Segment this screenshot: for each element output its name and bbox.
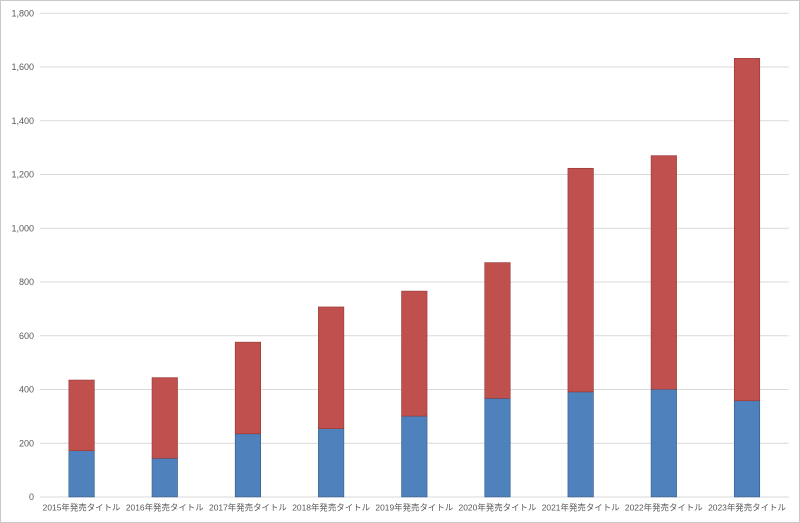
svg-text:2020年発売タイトル: 2020年発売タイトル [459, 502, 537, 512]
svg-text:1,200: 1,200 [11, 170, 34, 180]
svg-text:2022年発売タイトル: 2022年発売タイトル [625, 502, 703, 512]
svg-text:1,600: 1,600 [11, 62, 34, 72]
svg-text:800: 800 [19, 277, 34, 287]
svg-text:2023年発売タイトル: 2023年発売タイトル [708, 502, 786, 512]
svg-text:1,400: 1,400 [11, 116, 34, 126]
svg-text:2015年発売タイトル: 2015年発売タイトル [43, 502, 121, 512]
svg-text:2017年発売タイトル: 2017年発売タイトル [209, 502, 287, 512]
svg-text:600: 600 [19, 331, 34, 341]
svg-text:200: 200 [19, 438, 34, 448]
svg-text:1,800: 1,800 [11, 8, 34, 18]
svg-text:2021年発売タイトル: 2021年発売タイトル [542, 502, 620, 512]
svg-text:2018年発売タイトル: 2018年発売タイトル [292, 502, 370, 512]
svg-text:0: 0 [29, 492, 34, 502]
svg-text:2019年発売タイトル: 2019年発売タイトル [375, 502, 453, 512]
svg-text:2016年発売タイトル: 2016年発売タイトル [126, 502, 204, 512]
svg-text:400: 400 [19, 385, 34, 395]
svg-text:1,000: 1,000 [11, 223, 34, 233]
